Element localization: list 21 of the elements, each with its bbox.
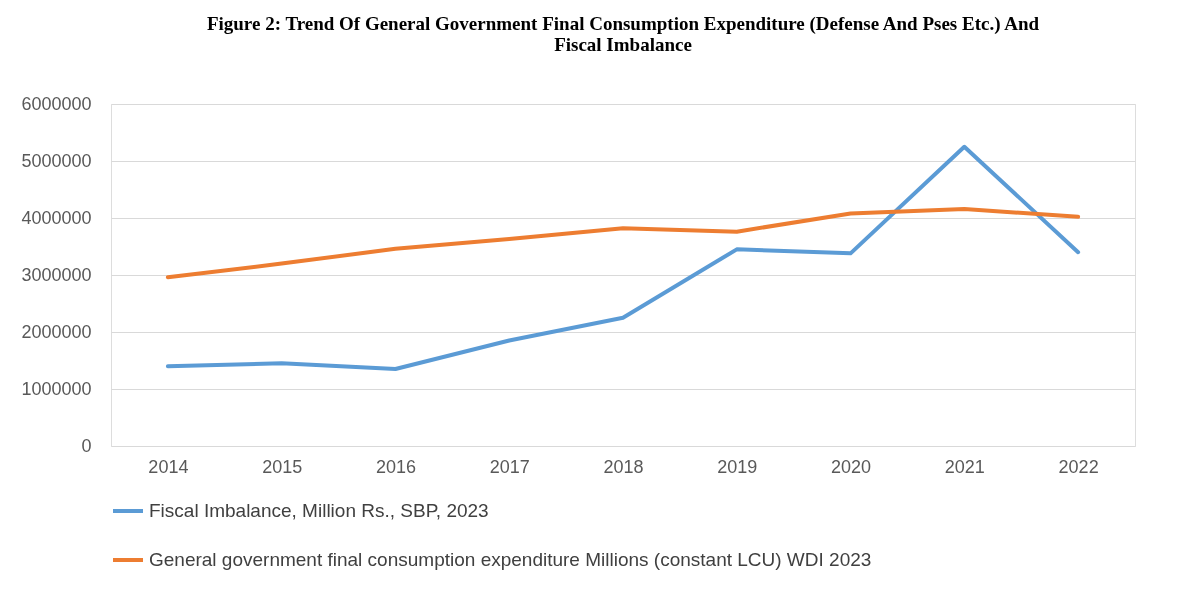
- x-tick-label: 2018: [603, 456, 644, 477]
- y-tick-label: 6000000: [21, 93, 92, 114]
- x-tick-label: 2014: [148, 456, 189, 477]
- x-tick-label: 2021: [944, 456, 985, 477]
- line-series: [165, 206, 1081, 280]
- y-tick-label: 0: [81, 435, 92, 456]
- y-tick-label: 4000000: [21, 207, 92, 228]
- y-tick-label: 1000000: [21, 378, 92, 399]
- x-tick-label: 2015: [262, 456, 303, 477]
- line-series: [165, 144, 1081, 372]
- y-tick-label: 2000000: [21, 321, 92, 342]
- legend-label: General government final consumption expenditure Millions (constant LCU) WDI 2023: [149, 549, 872, 570]
- x-tick-label: 2017: [489, 456, 530, 477]
- y-tick-label: 3000000: [21, 264, 92, 285]
- x-tick-label: 2019: [717, 456, 758, 477]
- x-tick-label: 2016: [375, 456, 416, 477]
- x-tick-label: 2022: [1058, 456, 1099, 477]
- x-tick-label: 2020: [831, 456, 872, 477]
- chart-title: Figure 2: Trend Of General Government Final Consumption Expenditure (Defense And Pses Etc.) And Fiscal Imbalance: [206, 13, 1040, 55]
- legend-label: Fiscal Imbalance, Million Rs., SBP, 2023: [149, 500, 489, 521]
- y-tick-label: 5000000: [21, 150, 92, 171]
